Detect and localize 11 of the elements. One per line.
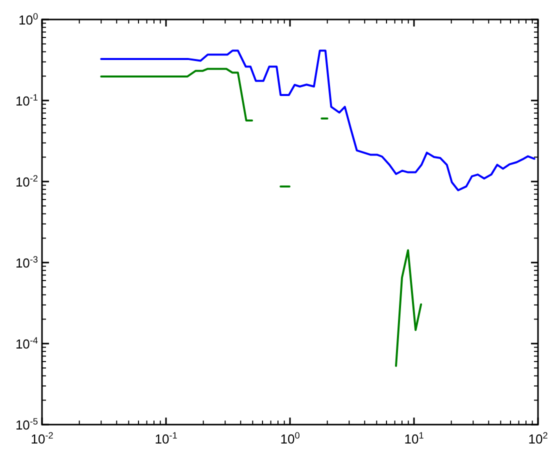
x-tick-label: 10$^{2}$	[528, 430, 548, 447]
y-tick-label: 10$^{-2}$	[15, 174, 38, 190]
y-tick-label: 10$^{-4}$	[15, 336, 38, 352]
y-tick-label: 10$^{-3}$	[15, 254, 38, 271]
x-tick-label: 10$^{1}$	[404, 430, 424, 447]
x-tick-label: 10$^{-2}$	[30, 430, 54, 447]
x-tick-label: 10$^{0}$	[280, 430, 300, 447]
y-tick-label: 10$^{0}$	[18, 12, 38, 28]
y-tick-label: 10$^{-5}$	[15, 416, 38, 433]
y-tick-label: 10$^{-1}$	[15, 92, 38, 109]
x-tick-label: 10$^{-1}$	[154, 430, 178, 447]
